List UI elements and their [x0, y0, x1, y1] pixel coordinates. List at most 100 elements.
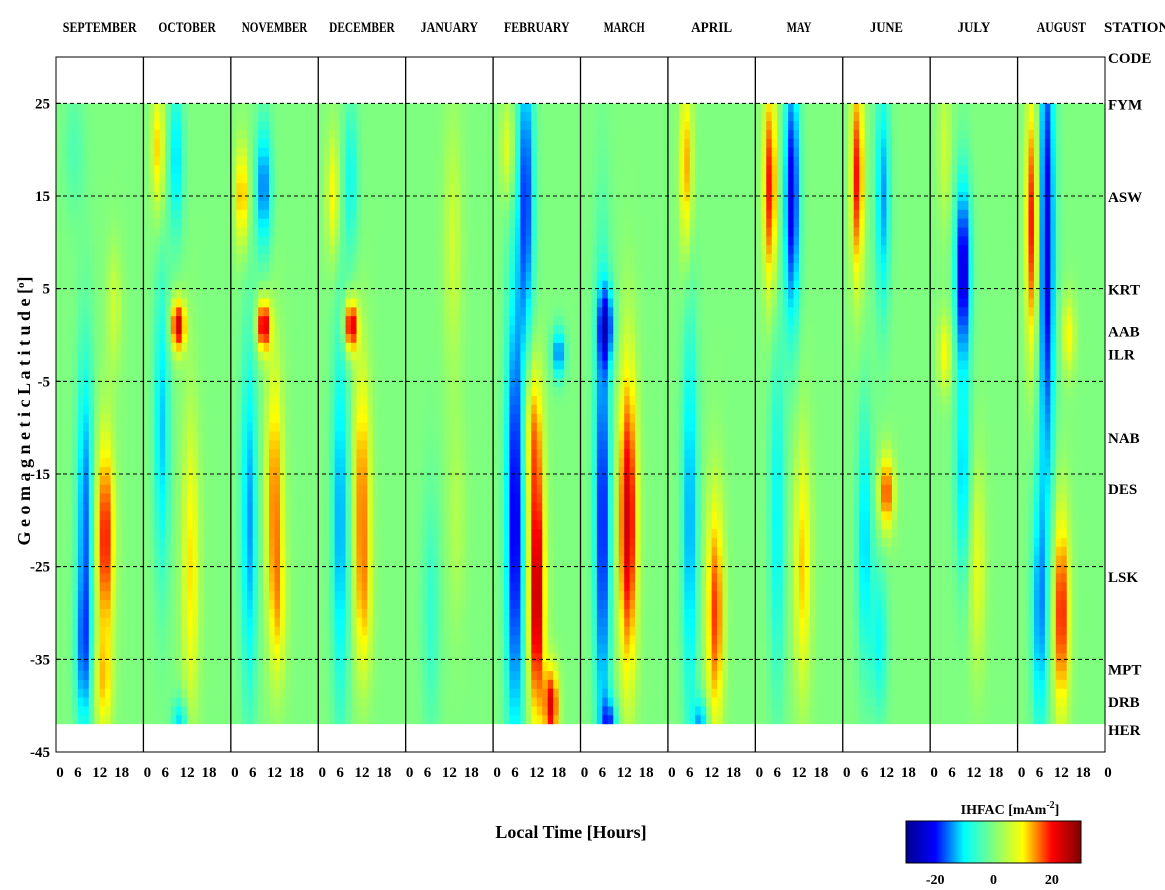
heatmap-cell: [356, 103, 363, 113]
heatmap-cell: [416, 369, 423, 379]
heatmap-cell: [247, 449, 254, 459]
heatmap-cell: [258, 351, 265, 362]
heatmap-cell: [225, 555, 232, 566]
heatmap-cell: [383, 555, 390, 566]
heatmap-cell: [230, 378, 237, 388]
heatmap-cell: [372, 617, 379, 628]
heatmap-cell: [94, 431, 101, 441]
heatmap-cell: [214, 502, 221, 512]
heatmap-cell: [214, 271, 221, 282]
heatmap-cell: [105, 262, 112, 273]
heatmap-cell: [143, 307, 150, 317]
heatmap-cell: [301, 653, 308, 663]
heatmap-cell: [372, 582, 379, 592]
heatmap-cell: [241, 387, 248, 397]
heatmap-cell: [367, 715, 374, 725]
heatmap-cell: [121, 529, 128, 539]
heatmap-cell: [340, 422, 347, 433]
heatmap-cell: [274, 688, 281, 699]
heatmap-cell: [208, 298, 216, 308]
heatmap-cell: [252, 520, 259, 530]
heatmap-cell: [176, 192, 183, 202]
heatmap-cell: [159, 644, 166, 654]
heatmap-cell: [269, 493, 276, 504]
heatmap-cell: [383, 537, 390, 548]
heatmap-cell: [83, 697, 90, 708]
heatmap-cell: [405, 431, 412, 441]
heatmap-cell: [312, 502, 319, 512]
heatmap-cell: [340, 600, 347, 610]
heatmap-cell: [301, 493, 308, 504]
heatmap-cell: [56, 333, 63, 344]
heatmap-cell: [416, 546, 423, 557]
heatmap-cell: [427, 688, 434, 699]
heatmap-cell: [192, 600, 199, 610]
heatmap-cell: [121, 582, 128, 592]
heatmap-cell: [307, 165, 314, 175]
heatmap-cell: [88, 635, 95, 645]
heatmap-cell: [290, 546, 297, 557]
heatmap-cell: [56, 280, 63, 291]
heatmap-cell: [132, 369, 139, 379]
heatmap-cell: [274, 387, 281, 397]
heatmap-cell: [77, 413, 84, 424]
heatmap-cell: [83, 200, 90, 211]
heatmap-cell: [192, 333, 199, 344]
heatmap-cell: [77, 378, 84, 388]
heatmap-cell: [105, 600, 112, 610]
heatmap-cell: [225, 351, 232, 362]
heatmap-cell: [258, 174, 265, 184]
heatmap-cell: [88, 183, 95, 193]
heatmap-cell: [422, 325, 429, 335]
heatmap-cell: [296, 298, 303, 308]
heatmap-cell: [56, 236, 63, 246]
heatmap-cell: [389, 360, 396, 371]
heatmap-cell: [285, 626, 292, 637]
heatmap-cell: [88, 715, 95, 725]
heatmap-cell: [323, 307, 330, 317]
heatmap-cell: [280, 316, 287, 326]
heatmap-cell: [438, 484, 445, 495]
heatmap-cell: [132, 688, 139, 699]
heatmap-cell: [236, 262, 243, 273]
heatmap-cell: [88, 192, 95, 202]
heatmap-cell: [340, 227, 347, 237]
heatmap-cell: [290, 316, 297, 326]
heatmap-cell: [290, 529, 297, 539]
heatmap-cell: [143, 493, 150, 504]
heatmap-cell: [269, 404, 276, 415]
heatmap-cell: [296, 174, 303, 184]
heatmap-cell: [116, 617, 123, 628]
heatmap-cell: [241, 573, 248, 583]
heatmap-cell: [367, 484, 374, 495]
heatmap-cell: [56, 635, 63, 645]
heatmap-cell: [187, 254, 194, 264]
heatmap-cell: [137, 679, 145, 690]
heatmap-cell: [416, 387, 423, 397]
heatmap-cell: [165, 626, 172, 637]
heatmap-cell: [121, 112, 128, 122]
heatmap-cell: [219, 413, 226, 424]
heatmap-cell: [301, 449, 308, 459]
heatmap-cell: [416, 404, 423, 415]
heatmap-cell: [66, 422, 73, 433]
heatmap-cell: [192, 520, 199, 530]
heatmap-cell: [77, 511, 84, 521]
heatmap-cell: [187, 555, 194, 566]
heatmap-cell: [318, 387, 325, 397]
heatmap-cell: [432, 280, 440, 291]
heatmap-cell: [154, 662, 161, 672]
heatmap-cell: [77, 289, 84, 300]
heatmap-cell: [148, 413, 155, 424]
heatmap-cell: [307, 183, 314, 193]
heatmap-cell: [383, 484, 390, 495]
heatmap-cell: [427, 147, 434, 158]
heatmap-cell: [367, 174, 374, 184]
heatmap-cell: [159, 582, 166, 592]
heatmap-cell: [378, 138, 385, 149]
heatmap-cell: [351, 635, 358, 645]
heatmap-cell: [143, 316, 150, 326]
heatmap-cell: [394, 236, 401, 246]
heatmap-cell: [236, 626, 243, 637]
heatmap-cell: [432, 511, 440, 521]
